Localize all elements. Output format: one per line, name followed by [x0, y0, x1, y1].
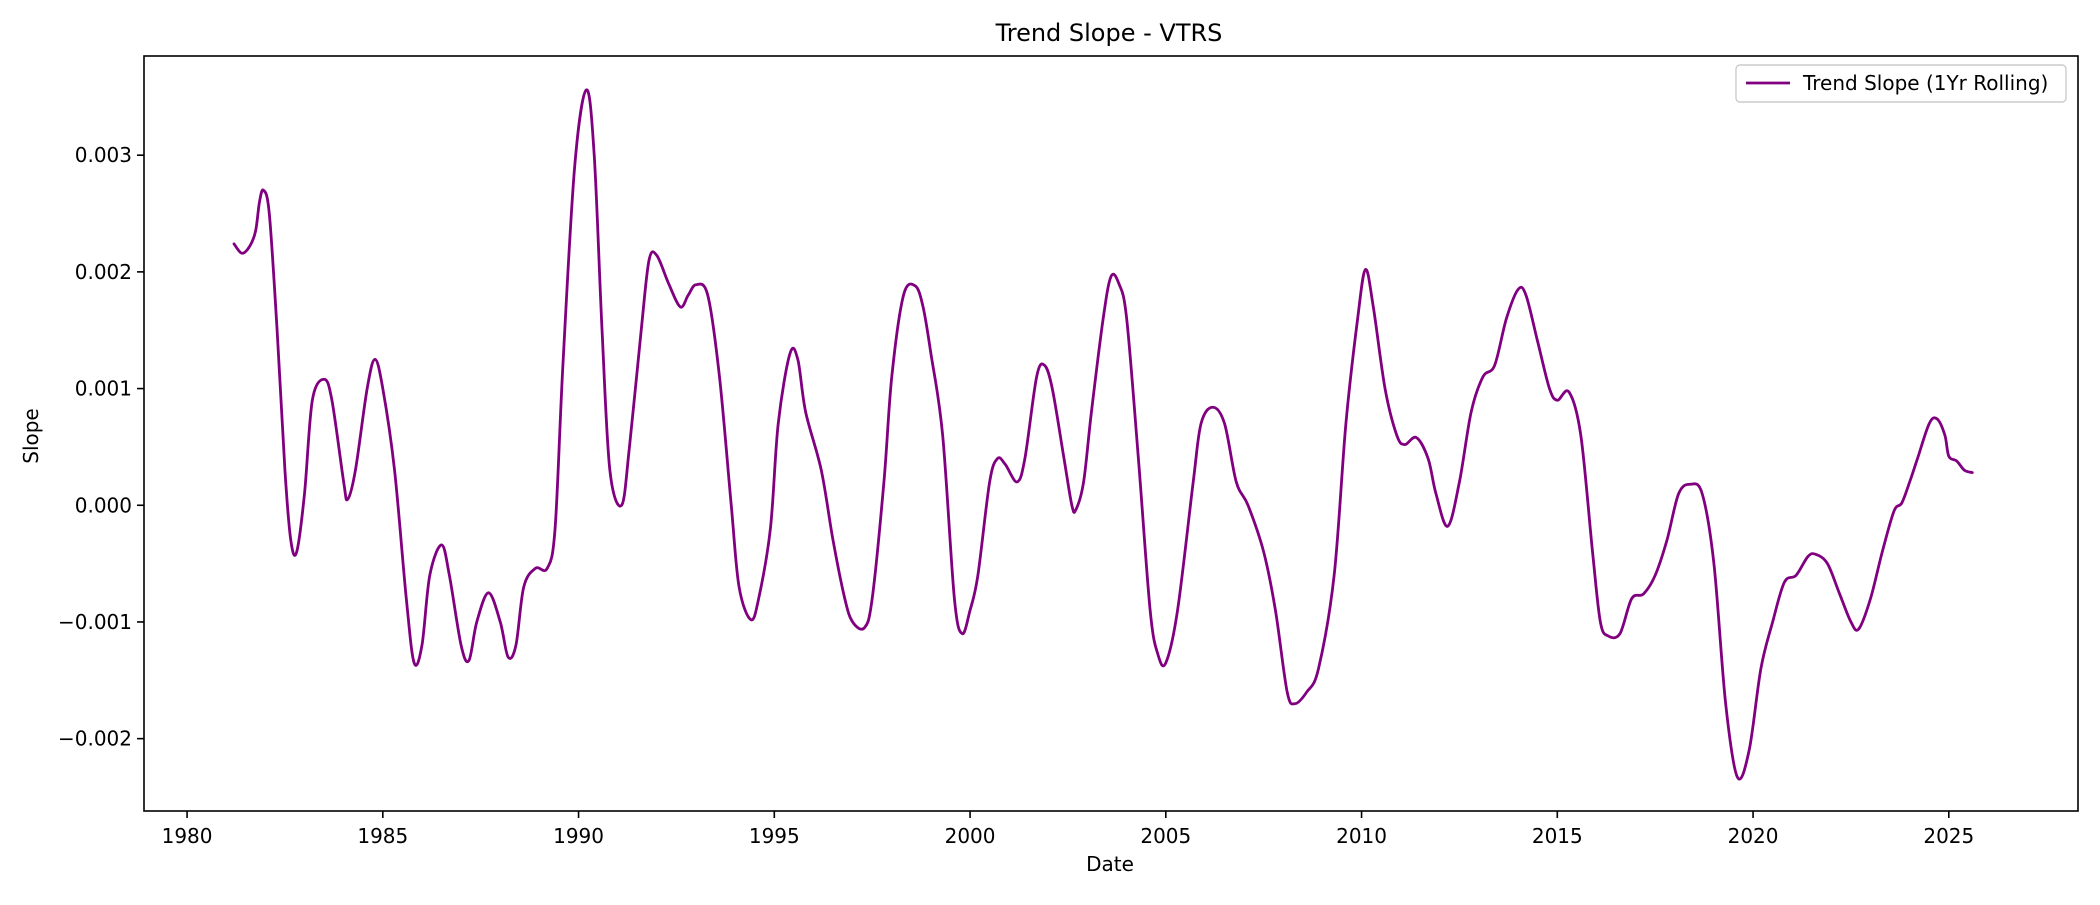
- x-tick-label: 2005: [1140, 824, 1191, 848]
- legend: Trend Slope (1Yr Rolling): [1735, 64, 2067, 103]
- y-tick-label: 0.002: [75, 260, 132, 284]
- series-layer: [232, 88, 1974, 781]
- x-axis: 1980 1985 1990 1995 2000 2005 2010 2015 2020 2025: [162, 811, 1974, 848]
- legend-box: [1735, 64, 2067, 103]
- legend-label: Trend Slope (1Yr Rolling): [1802, 71, 2048, 95]
- chart-title: Trend Slope - VTRS: [995, 19, 1223, 47]
- y-tick-label: −0.002: [58, 727, 132, 751]
- x-tick-label: 2010: [1336, 824, 1387, 848]
- x-tick-label: 2020: [1728, 824, 1779, 848]
- x-tick-label: 1995: [749, 824, 800, 848]
- x-tick-label: 1985: [357, 824, 408, 848]
- series-line-trend-slope: [232, 88, 1974, 781]
- y-tick-label: 0.003: [75, 143, 132, 167]
- x-tick-label: 1980: [162, 824, 213, 848]
- y-tick-label: 0.000: [75, 493, 132, 517]
- y-tick-label: 0.001: [75, 377, 132, 401]
- x-tick-label: 2015: [1532, 824, 1583, 848]
- y-axis-label: Slope: [19, 408, 43, 464]
- x-tick-label: 2000: [945, 824, 996, 848]
- y-axis: −0.002 −0.001 0.000 0.001 0.002 0.003: [58, 143, 144, 751]
- x-tick-label: 1990: [553, 824, 604, 848]
- x-tick-label: 2025: [1923, 824, 1974, 848]
- y-tick-label: −0.001: [58, 610, 132, 634]
- x-axis-label: Date: [1086, 852, 1134, 876]
- plot-frame: [143, 55, 2079, 812]
